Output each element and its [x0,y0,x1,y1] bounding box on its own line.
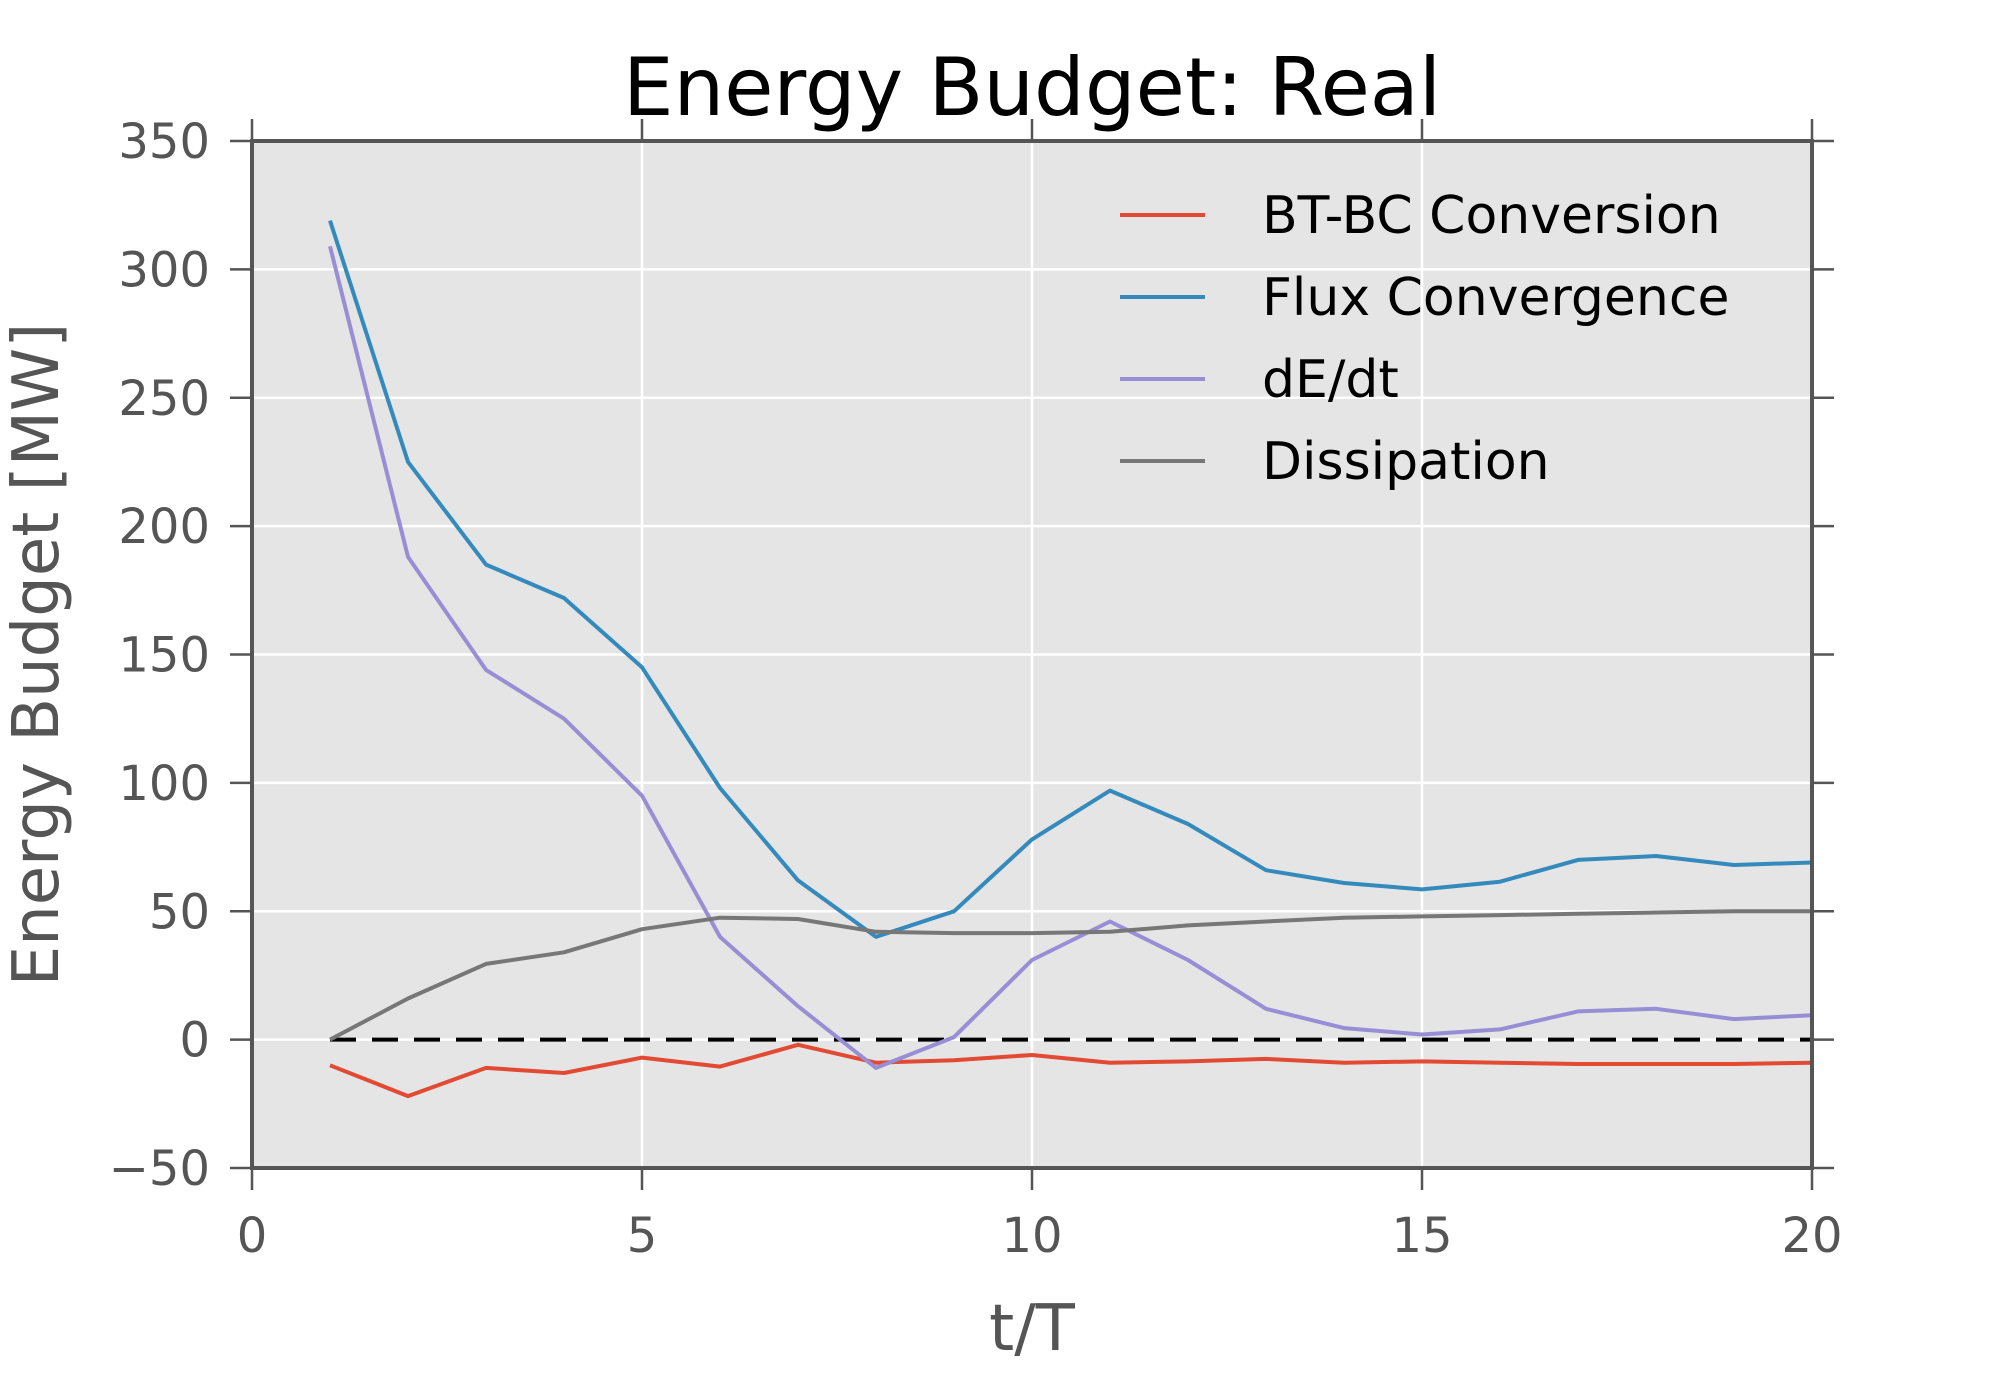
series-line-bt-bc-conversion [329,1042,1813,1099]
x-tick-labels: 0 5 10 15 20 [237,1208,1843,1264]
series-line-dissipation [329,909,1812,1042]
y-tick-label-6: 250 [118,371,210,427]
y-tick-label-1: 0 [179,1013,210,1069]
legend-label-de-dt: dE/dt [1262,350,1399,410]
chart-title: Energy Budget: Real [623,41,1441,134]
x-tick-label-2: 10 [1001,1208,1062,1264]
x-tick-label-0: 0 [237,1208,268,1264]
series-line-de-dt [328,245,1813,1070]
legend: BT-BC Conversion Flux Convergence dE/dt Dis… [1120,186,1729,492]
series-line-flux-convergence [328,219,1813,939]
x-tick-label-3: 15 [1391,1208,1452,1264]
axis-ticks [230,119,1834,1190]
legend-label-dissipation: Dissipation [1262,432,1550,492]
x-tick-label-1: 5 [627,1208,658,1264]
series-lines [328,219,1813,1099]
x-axis-title: t/T [989,1292,1076,1366]
legend-label-flux-convergence: Flux Convergence [1262,268,1729,328]
x-tick-label-4: 20 [1781,1208,1842,1264]
legend-label-bt-bc-conversion: BT-BC Conversion [1262,186,1721,246]
y-tick-label-4: 150 [118,628,210,684]
y-tick-label-0: −50 [109,1141,210,1197]
y-tick-label-2: 50 [149,884,210,940]
y-tick-label-8: 350 [118,114,210,170]
y-tick-labels: −50 0 50 100 150 200 250 300 350 [109,114,210,1197]
y-tick-label-3: 100 [118,756,210,812]
y-axis-title: Energy Budget [MW] [0,323,74,986]
y-tick-label-7: 300 [118,242,210,298]
y-tick-label-5: 200 [118,499,210,555]
